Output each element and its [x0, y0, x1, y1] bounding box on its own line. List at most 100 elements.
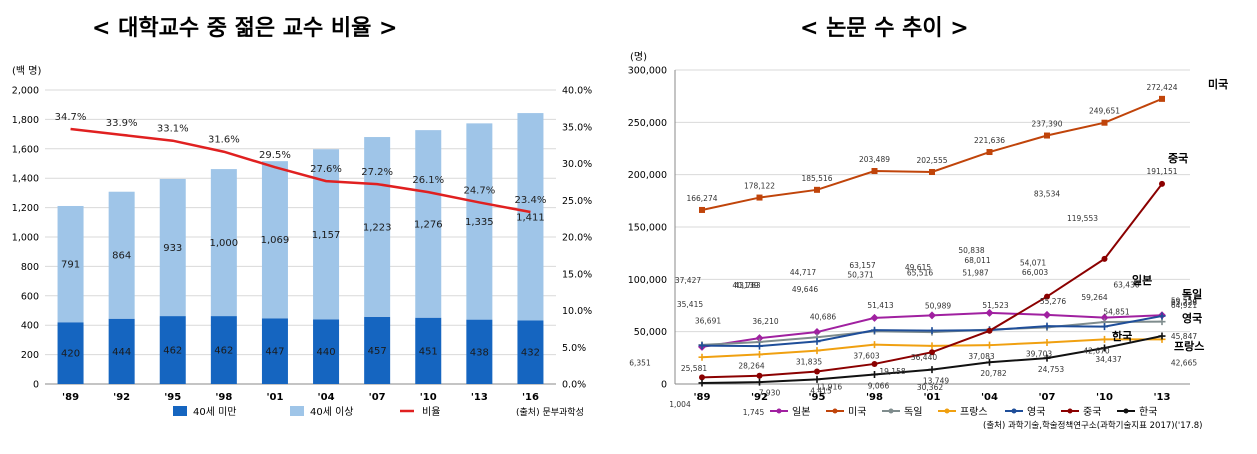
bar-over40 — [159, 178, 186, 317]
data-label-한국: 9,066 — [868, 382, 890, 391]
data-label-미국: 272,424 — [1146, 83, 1177, 92]
legend-label-under40: 40세 미만 — [193, 406, 237, 418]
series-tag-일본: 일본 — [1132, 273, 1152, 287]
y-tick-label: 0 — [661, 380, 667, 391]
y2-tick-label: 30.0% — [562, 159, 592, 170]
x-tick-label: '01 — [266, 392, 283, 403]
left-chart-title: < 대학교수 중 젊은 교수 비율 > — [92, 16, 398, 41]
ratio-label: 27.2% — [361, 167, 393, 178]
bar-under40 — [57, 322, 84, 384]
x-tick-label: '98 — [215, 392, 232, 403]
point-미국 — [756, 194, 763, 201]
point-중국 — [756, 372, 763, 379]
bar-under40 — [159, 316, 186, 384]
data-label-한국: 20,782 — [980, 369, 1006, 378]
data-label-영국: 40,686 — [810, 312, 836, 321]
point-미국 — [1101, 119, 1108, 126]
point-일본 — [1100, 313, 1109, 322]
x-tick-label: '92 — [751, 392, 768, 403]
point-한국 — [1101, 344, 1108, 352]
point-프랑스 — [1043, 338, 1051, 346]
point-일본 — [813, 328, 821, 337]
point-한국 — [813, 375, 821, 383]
data-label-영국: 36,691 — [695, 317, 721, 326]
data-label-한국: 34,437 — [1095, 355, 1121, 364]
bar-label-under40: 440 — [317, 347, 336, 358]
legend-label-독일: 독일 — [904, 406, 922, 418]
bar-over40 — [466, 123, 493, 320]
data-label-일본: 66,003 — [1022, 268, 1048, 277]
point-프랑스 — [756, 350, 763, 358]
bar-over40 — [108, 191, 135, 319]
bar-label-under40: 420 — [61, 349, 80, 360]
data-label-프랑스: 37,603 — [853, 352, 879, 361]
data-label-중국: 30,362 — [917, 383, 943, 392]
data-label-영국: 50,989 — [925, 302, 951, 311]
data-label-프랑스: 39,703 — [1026, 349, 1052, 358]
bar-under40 — [261, 318, 288, 384]
bar-under40 — [364, 316, 391, 384]
bar-label-under40: 447 — [265, 347, 284, 358]
point-한국 — [928, 366, 936, 374]
y-tick-label: 2,000 — [12, 86, 39, 97]
bar-over40 — [261, 161, 288, 319]
y-tick-label: 1,400 — [12, 174, 39, 185]
bar-label-over40: 1,223 — [363, 222, 392, 233]
legend-marker-미국 — [832, 408, 838, 414]
bar-under40 — [466, 319, 493, 384]
y-tick-label: 1,000 — [12, 233, 39, 244]
data-label-중국: 7,930 — [759, 389, 781, 398]
data-label-독일: 44,717 — [790, 268, 816, 277]
y-tick-label: 50,000 — [634, 327, 667, 338]
data-label-미국: 185,516 — [801, 174, 832, 183]
y-tick-label: 300,000 — [628, 66, 667, 77]
point-프랑스 — [698, 353, 706, 361]
data-label-미국: 166,274 — [686, 194, 717, 203]
professor-age-chart: (백 명) 0 200 400 600 800 1,000 1,200 1,400 1,600 1,… — [12, 65, 592, 418]
data-label-영국: 64,921 — [1171, 301, 1197, 310]
point-한국 — [986, 358, 993, 366]
legend-swatch-under40 — [173, 406, 187, 416]
point-영국 — [1158, 312, 1166, 320]
bar-under40 — [210, 316, 237, 384]
data-label-영국: 51,413 — [867, 301, 893, 310]
bar-label-under40: 438 — [470, 347, 489, 358]
point-일본 — [870, 313, 879, 322]
y-tick-label: 200,000 — [628, 170, 667, 181]
legend-label-over40: 40세 이상 — [310, 406, 354, 418]
point-미국 — [1159, 95, 1165, 102]
data-label-영국: 51,523 — [982, 301, 1008, 310]
point-영국 — [928, 327, 936, 335]
x-tick-label: '04 — [318, 392, 335, 403]
y-tick-label: 100,000 — [628, 275, 667, 286]
legend-label-ratio: 비율 — [422, 406, 440, 418]
point-프랑스 — [986, 341, 993, 349]
data-label-독일: 40,139 — [732, 281, 758, 290]
point-미국 — [871, 168, 878, 175]
legend-label-중국: 중국 — [1083, 406, 1101, 418]
bar-label-over40: 864 — [112, 251, 131, 262]
legend-marker-프랑스 — [944, 408, 950, 414]
point-미국 — [814, 186, 820, 193]
y2-tick-label: 35.0% — [562, 122, 592, 133]
data-label-일본: 65,516 — [907, 268, 933, 277]
point-미국 — [929, 168, 935, 175]
bar-over40 — [415, 130, 442, 318]
bar-label-under40: 457 — [368, 346, 387, 357]
right-chart-title: < 논문 수 추이 > — [800, 16, 969, 41]
x-tick-label: '95 — [809, 392, 826, 403]
data-label-프랑스: 25,581 — [681, 364, 707, 373]
point-중국 — [1159, 180, 1165, 187]
series-tag-미국: 미국 — [1208, 77, 1228, 91]
point-영국 — [871, 326, 878, 334]
data-label-일본: 63,430 — [1113, 281, 1139, 290]
data-label-한국: 45,847 — [1171, 332, 1197, 341]
point-한국 — [698, 379, 706, 387]
data-label-중국: 83,534 — [1034, 190, 1060, 199]
ratio-label: 33.1% — [157, 124, 189, 135]
bar-label-under40: 432 — [521, 348, 540, 359]
data-label-독일: 59,264 — [1081, 293, 1107, 302]
source-note-left: (출처) 문부과학성 — [516, 406, 584, 418]
y-tick-label: 600 — [21, 291, 39, 302]
data-label-프랑스: 28,264 — [738, 361, 764, 370]
